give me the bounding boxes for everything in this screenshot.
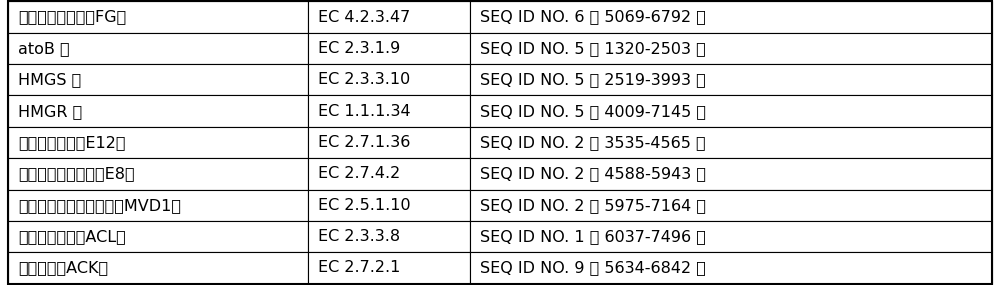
Text: EC 2.7.2.1: EC 2.7.2.1 [318,260,400,275]
Text: SEQ ID NO. 2 中 5975-7164 位: SEQ ID NO. 2 中 5975-7164 位 [480,198,706,213]
Text: SEQ ID NO. 2 中 4588-5943 位: SEQ ID NO. 2 中 4588-5943 位 [480,166,706,181]
Bar [8,127,308,158]
Bar [470,95,992,127]
Text: EC 1.1.1.34: EC 1.1.1.34 [318,104,411,119]
Text: EC 2.3.3.10: EC 2.3.3.10 [318,72,410,87]
Bar [8,221,308,252]
Bar [308,158,470,190]
Bar [470,33,992,64]
Bar [308,33,470,64]
Bar [8,190,308,221]
Bar [470,252,992,284]
Bar [8,252,308,284]
Text: 金合欢烯合成酶（FG）: 金合欢烯合成酶（FG） [18,10,126,25]
Bar [8,95,308,127]
Bar [470,158,992,190]
Text: HMGS 酶: HMGS 酶 [18,72,81,87]
Text: EC 2.3.3.8: EC 2.3.3.8 [318,229,400,244]
Bar [8,1,308,33]
Text: EC 4.2.3.47: EC 4.2.3.47 [318,10,410,25]
Bar [470,127,992,158]
Bar [470,190,992,221]
Text: SEQ ID NO. 5 中 1320-2503 位: SEQ ID NO. 5 中 1320-2503 位 [480,41,706,56]
Text: SEQ ID NO. 9 中 5634-6842 位: SEQ ID NO. 9 中 5634-6842 位 [480,260,706,275]
Text: 柠橬酸裂解酶（ACL）: 柠橬酸裂解酶（ACL） [18,229,126,244]
Bar [308,190,470,221]
Text: EC 2.7.1.36: EC 2.7.1.36 [318,135,410,150]
Text: SEQ ID NO. 6 中 5069-6792 位: SEQ ID NO. 6 中 5069-6792 位 [480,10,706,25]
Bar [308,64,470,95]
Text: 磷酸甲羟戊酸激酶（E8）: 磷酸甲羟戊酸激酶（E8） [18,166,135,181]
Text: EC 2.3.1.9: EC 2.3.1.9 [318,41,400,56]
Bar [8,33,308,64]
Text: 甲羟戊酸焦磷酸脱羟酶（MVD1）: 甲羟戊酸焦磷酸脱羟酶（MVD1） [18,198,181,213]
Bar [470,64,992,95]
Bar [470,221,992,252]
Bar [308,127,470,158]
Bar [8,158,308,190]
Text: SEQ ID NO. 5 中 4009-7145 位: SEQ ID NO. 5 中 4009-7145 位 [480,104,706,119]
Text: SEQ ID NO. 5 中 2519-3993 位: SEQ ID NO. 5 中 2519-3993 位 [480,72,706,87]
Text: HMGR 酶: HMGR 酶 [18,104,82,119]
Bar [308,95,470,127]
Bar [308,1,470,33]
Text: 乙酸激酶（ACK）: 乙酸激酶（ACK） [18,260,108,275]
Text: EC 2.7.4.2: EC 2.7.4.2 [318,166,400,181]
Text: SEQ ID NO. 2 中 3535-4565 位: SEQ ID NO. 2 中 3535-4565 位 [480,135,706,150]
Bar [470,1,992,33]
Bar [8,64,308,95]
Text: 甲羟戊酸激酶（E12）: 甲羟戊酸激酶（E12） [18,135,126,150]
Text: EC 2.5.1.10: EC 2.5.1.10 [318,198,411,213]
Text: atoB 酶: atoB 酶 [18,41,70,56]
Text: SEQ ID NO. 1 中 6037-7496 位: SEQ ID NO. 1 中 6037-7496 位 [480,229,706,244]
Bar [308,221,470,252]
Bar [308,252,470,284]
